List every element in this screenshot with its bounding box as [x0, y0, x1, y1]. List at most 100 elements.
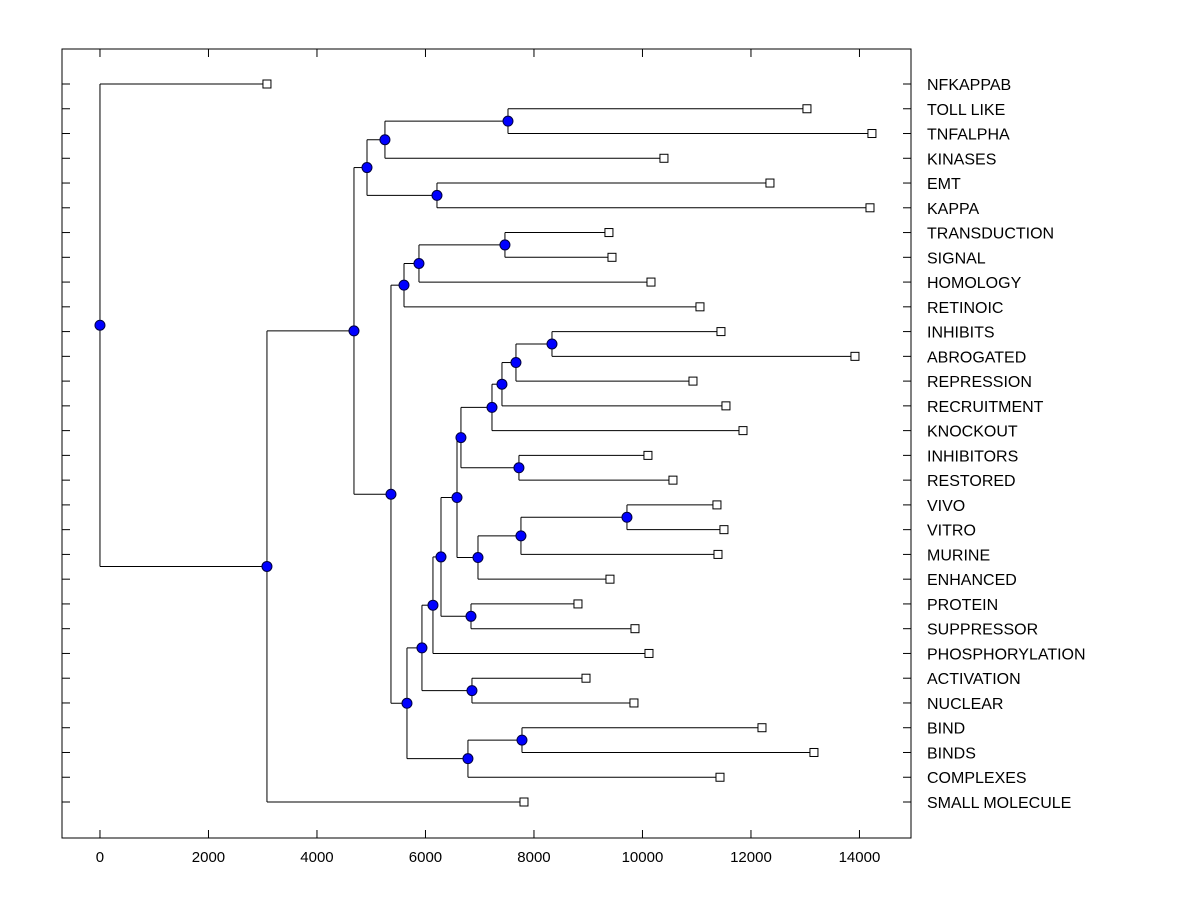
x-axis-tick-labels: 0 2000 4000 6000 8000 10000 12000 14000 [96, 849, 881, 866]
leaf-marker [850, 351, 860, 361]
leaf-label: EMT [927, 176, 961, 193]
leaf-marker [867, 129, 877, 139]
leaf-marker [643, 450, 653, 460]
x-tick-label: 14000 [839, 849, 881, 866]
cluster-node [466, 685, 478, 697]
x-tick-label: 8000 [517, 849, 550, 866]
cluster-node [361, 162, 373, 174]
leaf-markers [262, 79, 877, 807]
cluster-node [496, 378, 508, 390]
cluster-node [499, 239, 511, 251]
leaf-marker [865, 203, 875, 213]
cluster-node [451, 492, 463, 504]
leaf-label: KAPPA [927, 201, 980, 218]
dendrogram-links [99, 83, 872, 803]
cluster-node [502, 115, 514, 127]
leaf-marker [712, 500, 722, 510]
leaf-label: BIND [927, 721, 965, 738]
cluster-node [435, 551, 447, 563]
leaf-label: SUPPRESSOR [927, 622, 1038, 639]
cluster-node [261, 560, 273, 572]
leaf-label: REPRESSION [927, 374, 1032, 391]
x-tick-label: 2000 [192, 849, 225, 866]
leaf-label: VITRO [927, 523, 976, 540]
leaf-label: TNFALPHA [927, 127, 1010, 144]
cluster-node [385, 488, 397, 500]
cluster-node [465, 610, 477, 622]
x-tick-label: 0 [96, 849, 104, 866]
cluster-node [401, 697, 413, 709]
axis-ticks [62, 49, 911, 838]
leaf-marker [519, 797, 529, 807]
leaf-marker [607, 252, 617, 262]
leaf-marker [719, 525, 729, 535]
leaf-marker [630, 624, 640, 634]
leaf-label: TRANSDUCTION [927, 226, 1054, 243]
leaf-label: VIVO [927, 498, 965, 515]
leaf-marker [721, 401, 731, 411]
leaf-label: COMPLEXES [927, 770, 1027, 787]
leaf-label: BINDS [927, 745, 976, 762]
cluster-node [427, 599, 439, 611]
leaf-marker [644, 648, 654, 658]
leaf-label: KINASES [927, 151, 996, 168]
leaf-marker [809, 747, 819, 757]
leaf-label: ACTIVATION [927, 671, 1021, 688]
cluster-node [513, 462, 525, 474]
leaf-marker [659, 153, 669, 163]
leaf-labels: NFKAPPAB TOLL LIKE TNFALPHA KINASES EMT KAPPA… [927, 77, 1086, 812]
cluster-node [431, 189, 443, 201]
leaf-marker [765, 178, 775, 188]
cluster-node [486, 401, 498, 413]
x-tick-label: 6000 [409, 849, 442, 866]
leaf-label: RETINOIC [927, 300, 1003, 317]
cluster-node [515, 530, 527, 542]
cluster-node [510, 357, 522, 369]
cluster-node [94, 319, 106, 331]
leaf-label: PROTEIN [927, 597, 998, 614]
leaf-label: NFKAPPAB [927, 77, 1011, 94]
x-tick-label: 10000 [622, 849, 664, 866]
cluster-node [516, 734, 528, 746]
leaf-label: PHOSPHORYLATION [927, 646, 1086, 663]
leaf-label: HOMOLOGY [927, 275, 1022, 292]
leaf-marker [646, 277, 656, 287]
leaf-marker [605, 574, 615, 584]
leaf-label: ABROGATED [927, 349, 1026, 366]
leaf-marker [757, 723, 767, 733]
cluster-node [546, 338, 558, 350]
leaf-marker [629, 698, 639, 708]
leaf-label: INHIBITORS [927, 448, 1018, 465]
leaf-label: KNOCKOUT [927, 424, 1018, 441]
x-tick-label: 4000 [300, 849, 333, 866]
leaf-label: NUCLEAR [927, 696, 1003, 713]
cluster-node [413, 258, 425, 269]
leaf-label: ENHANCED [927, 572, 1017, 589]
leaf-marker [713, 549, 723, 559]
leaf-marker [715, 772, 725, 782]
cluster-node [472, 552, 484, 564]
x-tick-label: 12000 [730, 849, 772, 866]
node-markers [94, 115, 633, 765]
leaf-label: INHIBITS [927, 325, 995, 342]
leaf-label: SIGNAL [927, 250, 986, 267]
plot-frame [61, 48, 912, 839]
leaf-marker [262, 79, 272, 89]
leaf-label: TOLL LIKE [927, 102, 1005, 119]
cluster-node [416, 642, 428, 654]
cluster-node [379, 134, 391, 146]
leaf-marker [573, 599, 583, 609]
leaf-marker [802, 104, 812, 114]
cluster-node [621, 511, 633, 523]
leaf-marker [668, 475, 678, 485]
cluster-node [455, 432, 467, 444]
leaf-marker [688, 376, 698, 386]
leaf-label: RESTORED [927, 473, 1016, 490]
leaf-label: MURINE [927, 547, 990, 564]
cluster-node [462, 753, 474, 765]
cluster-node [348, 325, 360, 337]
leaf-marker [716, 327, 726, 337]
leaf-marker [604, 228, 614, 238]
leaf-marker [738, 426, 748, 436]
